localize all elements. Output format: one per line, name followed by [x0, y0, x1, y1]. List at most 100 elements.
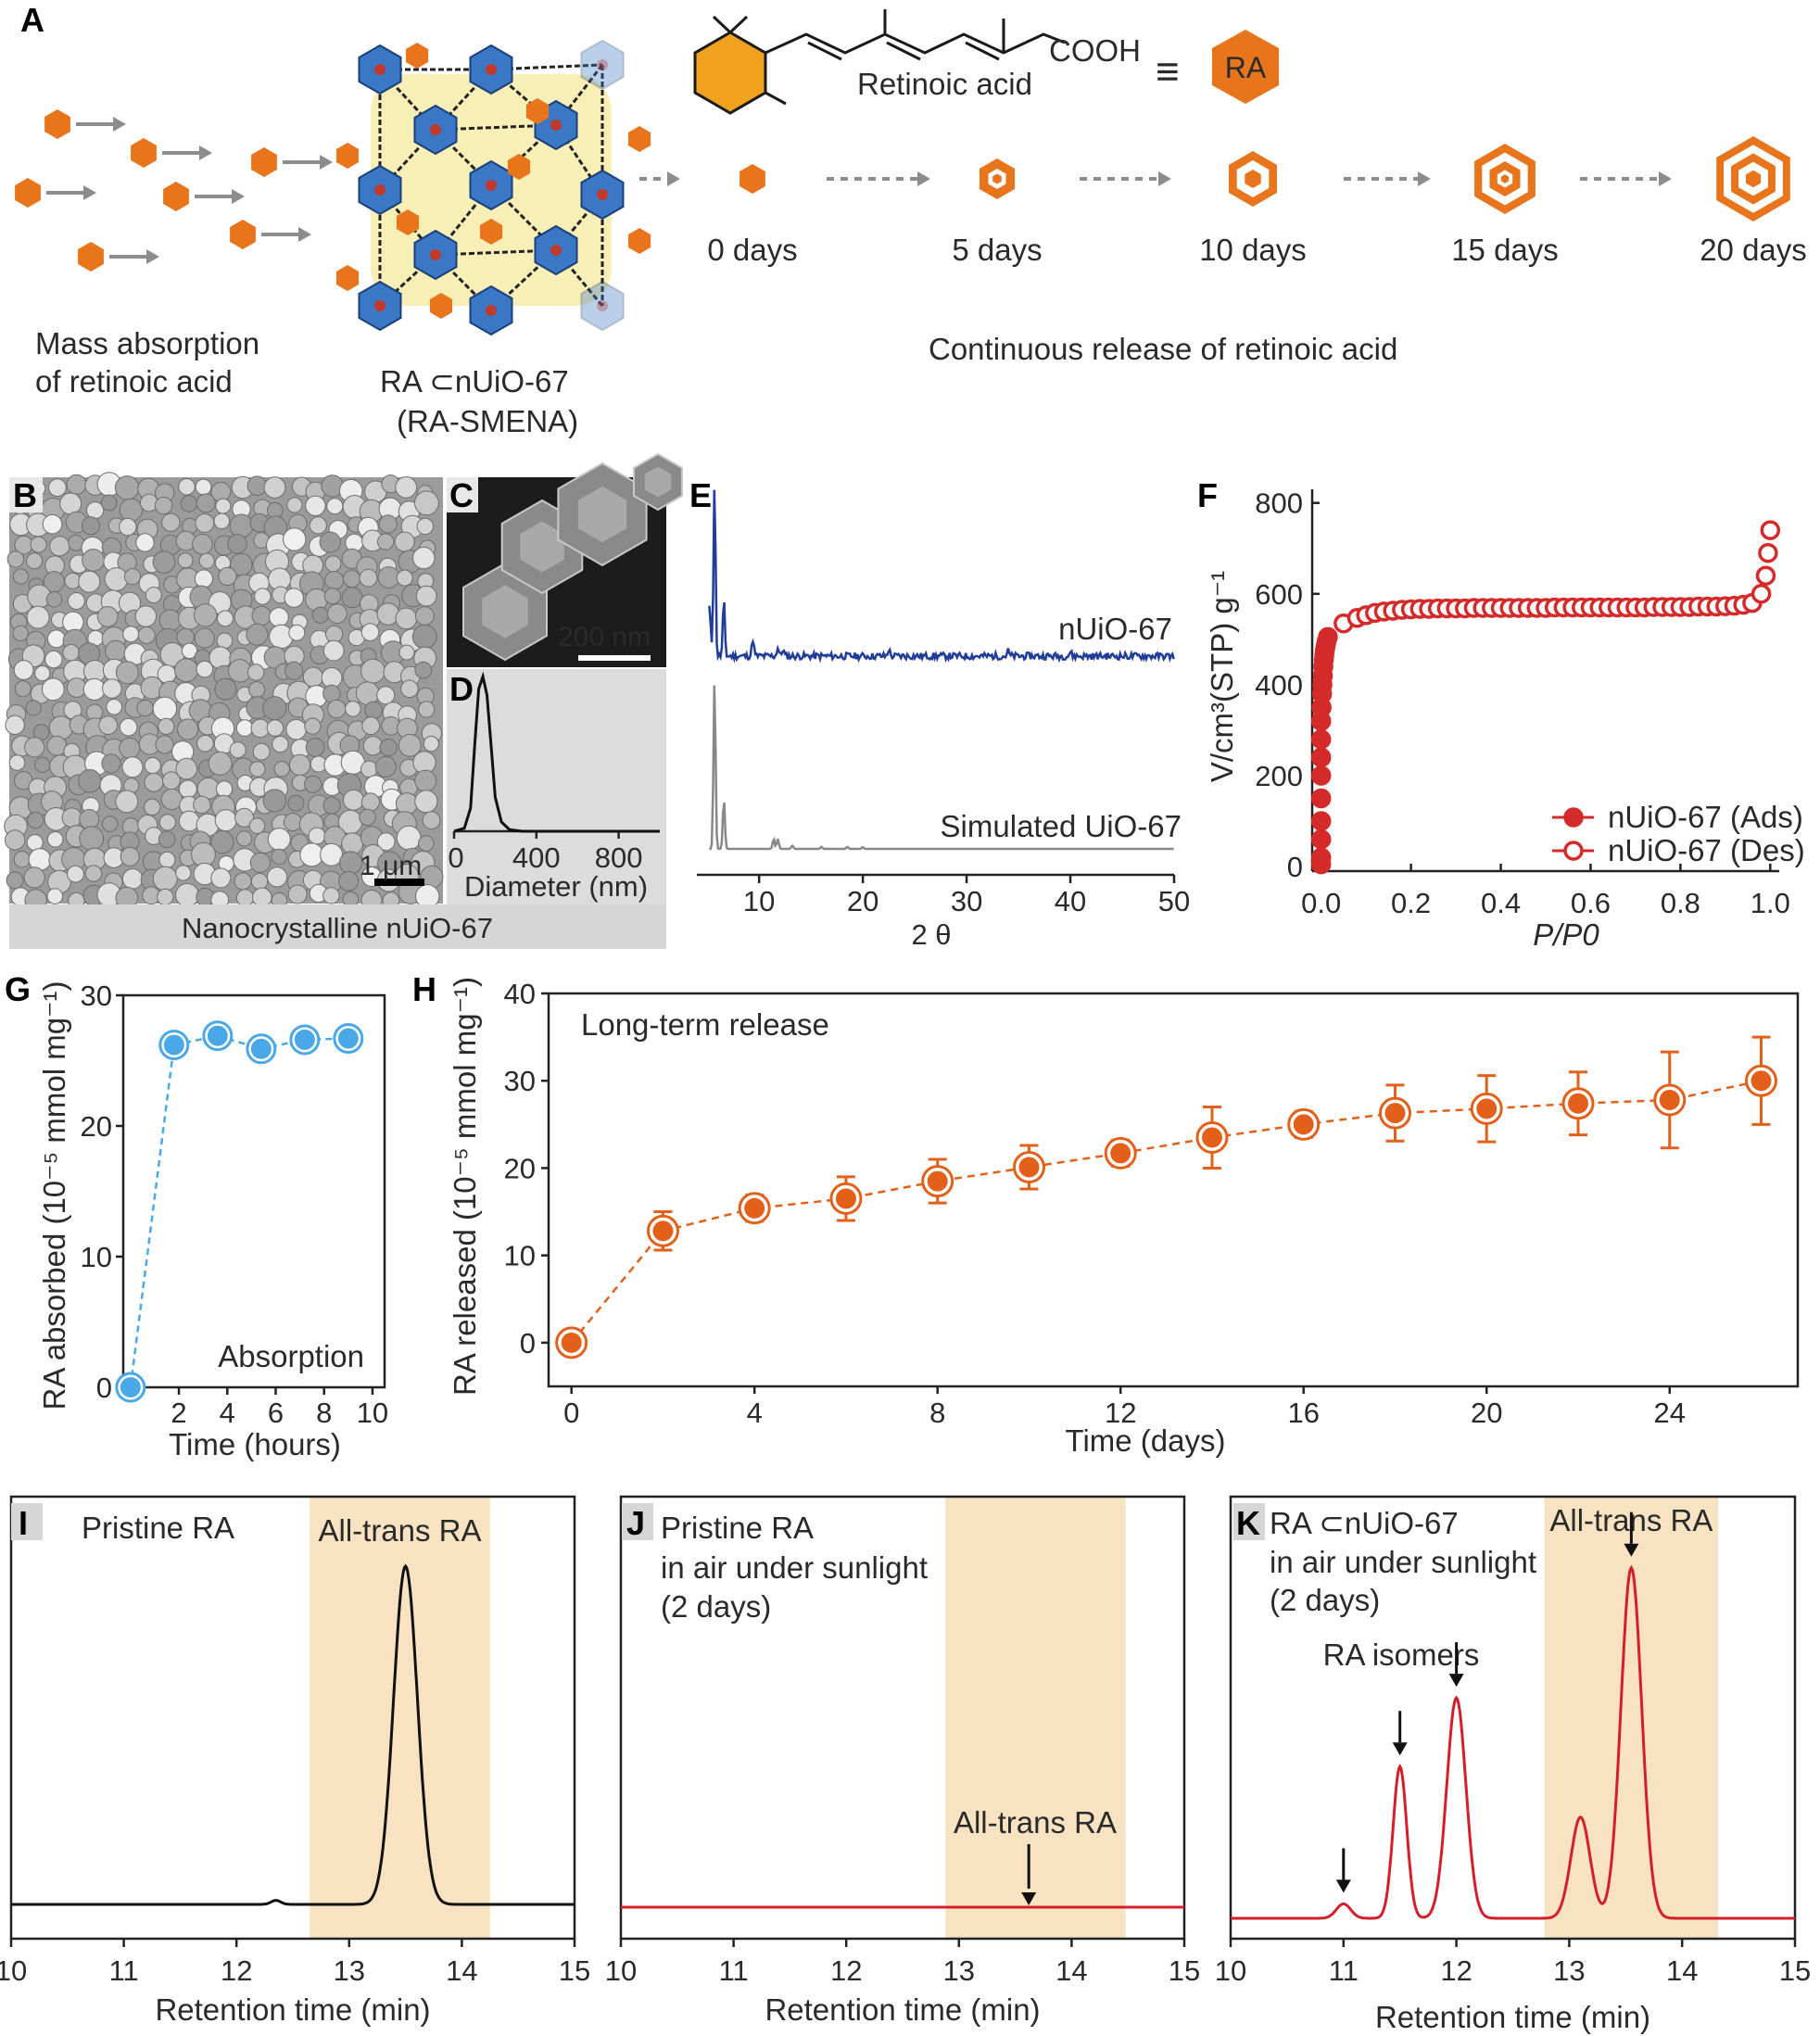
sem-particle: [396, 569, 413, 587]
framework-label: RA ⊂nUiO-67: [380, 364, 569, 398]
sem-particle: [100, 494, 118, 512]
loaded-ra-molecule: [405, 43, 429, 69]
y-tick-label: 600: [1255, 578, 1303, 611]
sem-particle: [324, 555, 342, 573]
ads-point: [1310, 811, 1332, 831]
sem-particle: [252, 887, 272, 908]
sem-particle: [41, 677, 65, 702]
sem-particle: [287, 884, 308, 904]
sem-particle: [311, 606, 329, 624]
sem-particle: [418, 835, 435, 852]
zr-oxo-core: [597, 189, 608, 200]
x-axis-label: Diameter (nm): [464, 870, 648, 903]
zr-oxo-core: [374, 64, 385, 75]
panel-label-a: A: [20, 1, 44, 39]
x-tick-label: 10: [605, 1954, 637, 1987]
sem-particle: [101, 753, 121, 774]
zr-cluster-node: [580, 280, 625, 332]
data-point: [744, 1197, 765, 1219]
sem-particle: [192, 533, 213, 555]
all-trans-band: [310, 1497, 490, 1939]
tem-crystal-facet: [520, 521, 564, 573]
x-tick-label: 15: [1779, 1954, 1811, 1987]
zr-oxo-core: [430, 124, 441, 135]
data-point: [1659, 1089, 1680, 1110]
data-point: [1110, 1143, 1131, 1164]
chart-title-2: in air under sunlight: [661, 1550, 928, 1585]
cooh-label: COOH: [1049, 33, 1141, 68]
sem-particle: [27, 812, 44, 829]
sem-particle: [14, 680, 32, 698]
sem-particle: [394, 531, 415, 552]
data-point: [163, 1034, 184, 1056]
sem-particle: [26, 605, 50, 629]
absorption-arrow-head: [83, 185, 96, 200]
sem-particle: [81, 516, 101, 536]
sem-particle: [46, 629, 66, 649]
release-chart: 0 10 20 30 40 0 4 8 12 16 20 24 Long-term release Tim…: [448, 977, 1800, 1458]
sem-particle: [144, 757, 161, 775]
sem-particle: [395, 476, 418, 499]
loaded-ra-molecule: [627, 126, 651, 152]
absorbing-molecule-icon: [78, 242, 104, 272]
absorbing-molecule-icon: [251, 147, 277, 177]
x-tick-label: 6: [268, 1397, 284, 1429]
sem-particle: [246, 623, 269, 646]
y-tick-label: 0: [96, 1372, 112, 1404]
x-tick-label: 8: [929, 1397, 945, 1429]
des-point: [1755, 565, 1776, 586]
peak-arrow-head: [1392, 1742, 1408, 1756]
sem-particle: [12, 625, 29, 642]
sem-particle: [46, 831, 64, 848]
sem-particle: [195, 513, 215, 533]
sem-particle: [196, 493, 216, 513]
y-tick-label: 200: [1255, 760, 1303, 792]
zr-oxo-core: [597, 59, 608, 70]
y-tick-label: 800: [1255, 487, 1303, 520]
sem-particle: [98, 715, 119, 735]
sem-particle: [395, 607, 418, 630]
sem-particle: [338, 870, 360, 892]
panel-a: A Mass absorption of retinoic acid RA ⊂n…: [15, 1, 1807, 438]
sem-particle: [178, 779, 197, 799]
sem-particle: [377, 533, 395, 550]
release-caption: Continuous release of retinoic acid: [929, 332, 1397, 366]
label-b-box: [9, 477, 43, 512]
sem-particle: [262, 696, 287, 721]
panel-label-g: G: [5, 970, 31, 1008]
panel-h: H 0 10 20 30 40 0 4 8 12 16 20 24 Long-term release T…: [412, 970, 1800, 1458]
release-arrow-head: [917, 171, 930, 186]
sem-particle: [362, 736, 384, 756]
sem-particle: [195, 478, 212, 496]
sem-particle: [123, 568, 142, 586]
caption-box: [9, 904, 666, 949]
sem-particle: [213, 512, 231, 530]
y-tick-label: 30: [81, 980, 112, 1012]
sem-particle: [235, 719, 254, 737]
y-tick-label: 20: [504, 1152, 536, 1184]
sem-particle: [304, 775, 322, 793]
sem-particle: [119, 717, 138, 737]
legend-marker: [1563, 841, 1584, 861]
scale-label-c: 200 nm: [558, 622, 651, 652]
label-i-box: [11, 1503, 43, 1540]
release-stage-core: [1750, 174, 1757, 183]
sem-particle: [345, 701, 361, 717]
sem-particle: [6, 871, 24, 890]
y-tick-label: 0: [520, 1327, 536, 1359]
sem-particle: [175, 757, 198, 780]
zr-oxo-core: [374, 184, 385, 196]
label-k-box: [1233, 1503, 1265, 1540]
ads-point: [1310, 788, 1332, 809]
sem-particle: [341, 587, 363, 609]
sem-particle: [61, 807, 82, 828]
zr-oxo-core: [550, 245, 562, 256]
sem-particle: [6, 550, 24, 568]
release-stage-ring: [739, 164, 765, 194]
sem-particle: [193, 795, 211, 815]
x-tick-label: 12: [1105, 1397, 1136, 1429]
sem-particle: [144, 772, 164, 792]
sem-particle: [158, 830, 176, 849]
sem-particle: [423, 736, 439, 752]
data-point: [835, 1188, 856, 1209]
